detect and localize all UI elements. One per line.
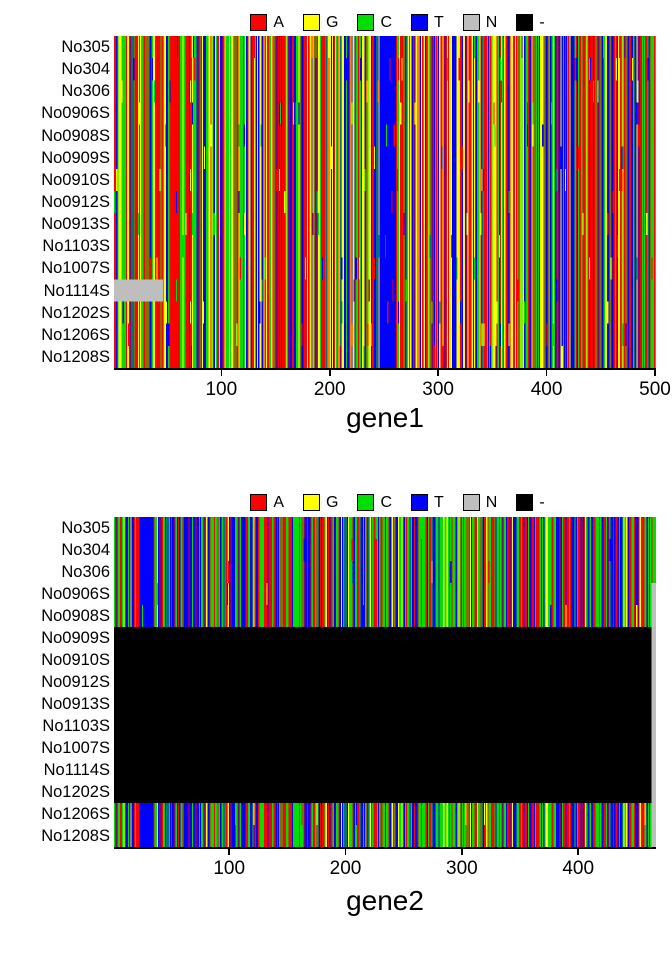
gene1-alignment-heatmap [114,36,656,368]
sequence-label-No1206S: No1206S [41,805,110,823]
legend-label-A: A [273,13,284,31]
sequence-label-No1007S: No1007S [41,739,110,757]
sequence-label-No305: No305 [61,519,110,537]
sequence-label-No0910S: No0910S [41,170,110,189]
x-tick-400 [577,848,579,855]
x-tick-label-300: 300 [422,379,454,400]
sequence-label-No1208S: No1208S [41,347,110,366]
x-tick-400 [545,369,548,376]
gene1-title: gene1 [346,402,424,433]
x-tick-100 [228,848,230,855]
x-tick-200 [344,848,347,855]
legend-label-G: G [325,493,339,511]
x-tick-label-100: 100 [213,858,246,879]
sequence-label-No0908S: No0908S [41,126,110,145]
x-tick-label-200: 200 [313,379,346,400]
legend-label-gap: - [539,13,545,31]
legend-swatch-T [411,13,428,31]
sequence-label-No306: No306 [61,82,110,101]
legend-label-gap: - [539,493,545,511]
x-tick-label-500: 500 [639,379,671,400]
x-axis-line [114,847,656,849]
x-tick-500 [654,369,656,376]
x-tick-label-100: 100 [205,379,238,400]
sequence-label-No304: No304 [61,60,110,79]
x-tick-label-300: 300 [446,858,478,879]
sequence-label-No1202S: No1202S [41,783,110,801]
x-tick-300 [437,369,439,376]
legend-label-G: G [325,13,339,31]
sequence-label-No0913S: No0913S [41,215,110,234]
sequence-label-No1202S: No1202S [41,303,110,322]
legend-label-N: N [485,13,498,31]
sequence-label-No0913S: No0913S [41,695,110,713]
sequence-label-No1103S: No1103S [42,717,110,735]
sequence-label-No1208S: No1208S [41,827,110,845]
sequence-label-No0908S: No0908S [41,607,110,625]
sequence-label-No0910S: No0910S [41,651,110,669]
x-tick-100 [220,369,223,376]
x-tick-label-400: 400 [530,379,563,400]
legend-swatch-gap [516,493,534,511]
x-tick-label-200: 200 [329,858,362,879]
legend-swatch-G [302,493,320,511]
sequence-label-No304: No304 [61,541,110,559]
x-tick-label-400: 400 [562,858,595,879]
sequence-label-No306: No306 [61,563,110,581]
legend-swatch-C [357,493,375,511]
sequence-label-No1114S: No1114S [43,281,110,300]
gene2-title: gene2 [346,885,424,916]
legend-swatch-N [462,13,480,31]
x-tick-200 [328,369,331,376]
x-axis-line [114,368,656,370]
legend-swatch-A [250,493,268,511]
legend-label-A: A [273,493,284,511]
sequence-label-No0912S: No0912S [41,673,110,691]
sequence-label-No0909S: No0909S [41,629,110,647]
legend-label-N: N [485,493,498,511]
legend-label-T: T [434,493,444,511]
sequence-label-No1007S: No1007S [41,259,110,278]
legend-swatch-N [462,493,480,511]
gene2-alignment-heatmap [114,517,656,847]
legend-label-C: C [380,13,392,31]
sequence-label-No1206S: No1206S [41,325,110,344]
sequence-label-No0906S: No0906S [41,104,110,123]
sequence-label-No1114S: No1114S [43,761,110,779]
sequence-label-No0909S: No0909S [41,148,110,167]
sequence-label-No0906S: No0906S [41,585,110,603]
legend-swatch-T [411,493,428,511]
legend-label-T: T [434,13,444,31]
sequence-label-No0912S: No0912S [41,192,110,211]
legend-swatch-A [250,13,268,31]
legend-swatch-gap [516,13,534,31]
sequence-label-No305: No305 [61,38,110,57]
legend-swatch-C [357,13,375,31]
x-tick-300 [461,848,463,855]
legend-swatch-G [302,13,320,31]
legend-label-C: C [380,493,392,511]
sequence-label-No1103S: No1103S [42,237,110,256]
